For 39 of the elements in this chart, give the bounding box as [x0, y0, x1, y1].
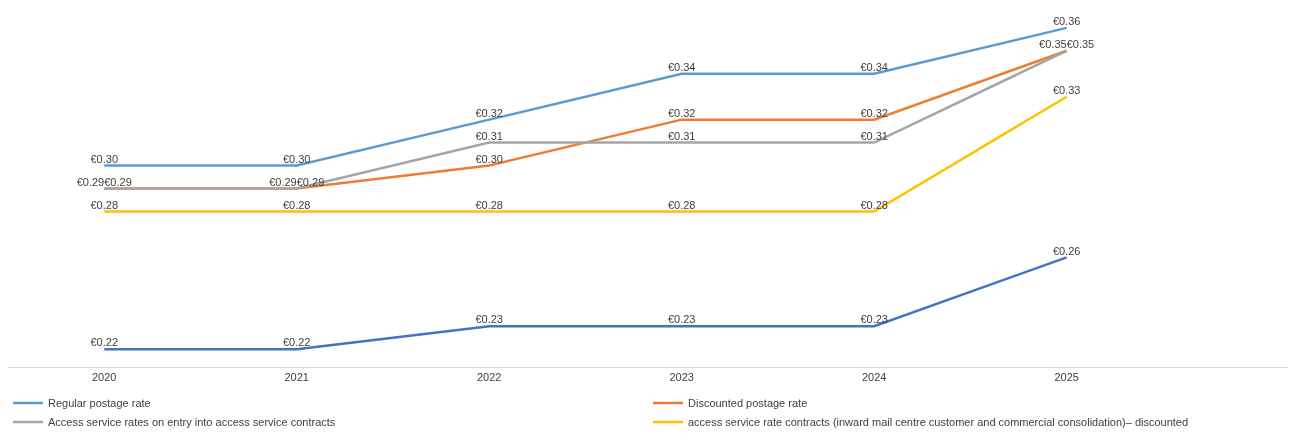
- data-label: €0.28: [282, 198, 311, 211]
- legend-label: Discounted postage rate: [688, 397, 808, 410]
- data-label: €0.34: [667, 61, 696, 73]
- data-label: €0.36: [1052, 15, 1081, 28]
- data-label: €0.29: [76, 175, 105, 188]
- data-label: €0.23: [475, 313, 503, 326]
- x-tick-label: 2020: [92, 371, 117, 384]
- data-label: €0.32: [475, 106, 503, 119]
- data-label: €0.31: [667, 129, 696, 142]
- data-label: €0.30: [282, 152, 311, 165]
- data-label: €0.22: [282, 336, 311, 349]
- legend-label: Access service rates on entry into access service contracts: [48, 416, 336, 429]
- data-label: €0.31: [475, 129, 503, 142]
- data-label: €0.31: [860, 129, 888, 142]
- data-label: €0.29: [296, 175, 325, 188]
- data-label: €0.28: [667, 198, 696, 211]
- legend-label: access service rate contracts (inward mail centre customer and commercial consolidation)– discounted: [688, 416, 1189, 429]
- data-label: €0.34: [860, 61, 888, 73]
- data-label: €0.23: [860, 313, 888, 326]
- data-label: €0.30: [90, 152, 119, 165]
- x-tick-label: 2021: [284, 371, 309, 384]
- data-label: €0.29: [269, 175, 297, 188]
- data-label: €0.32: [860, 106, 888, 119]
- legend-label: Regular postage rate: [48, 397, 151, 410]
- x-tick-label: 2025: [1054, 371, 1079, 384]
- data-label: €0.33: [1052, 83, 1081, 96]
- x-tick-label: 2023: [669, 371, 694, 384]
- data-label: €0.23: [667, 313, 696, 326]
- data-label: €0.26: [1052, 244, 1081, 257]
- data-label: €0.30: [475, 152, 503, 165]
- data-label: €0.35: [1039, 38, 1067, 51]
- x-tick-label: 2022: [476, 371, 502, 384]
- data-label: €0.32: [667, 106, 696, 119]
- data-label: €0.22: [90, 336, 119, 349]
- data-label: €0.28: [90, 198, 119, 211]
- data-label: €0.28: [475, 198, 503, 211]
- data-label: €0.35: [1066, 38, 1095, 51]
- x-tick-label: 2024: [861, 371, 887, 384]
- data-label: €0.29: [104, 175, 132, 188]
